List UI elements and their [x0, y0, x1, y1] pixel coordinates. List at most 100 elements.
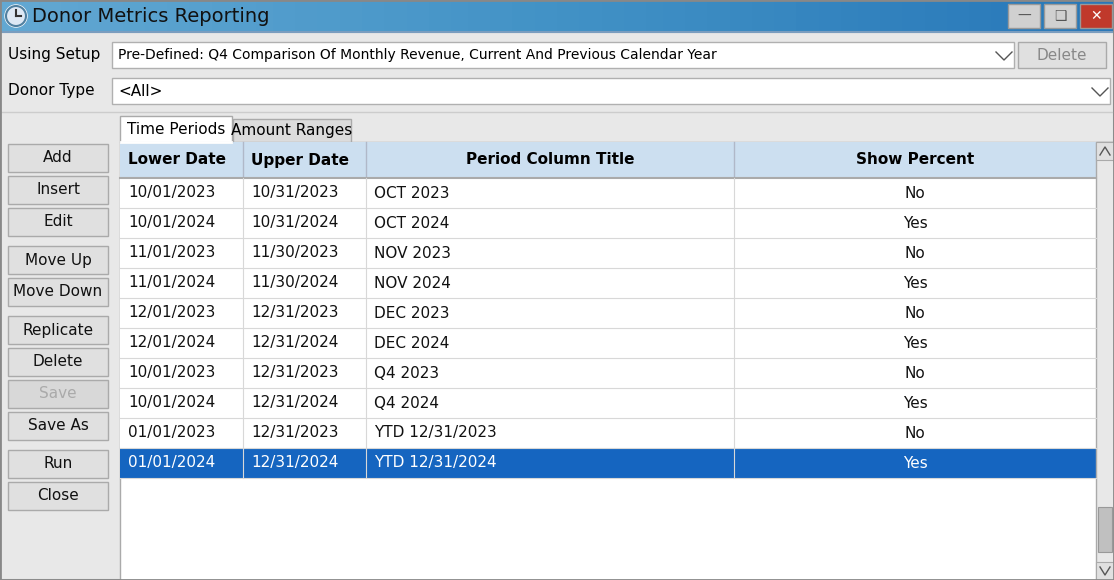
- Bar: [120, 268, 1096, 298]
- Text: Using Setup: Using Setup: [8, 48, 100, 63]
- Text: Donor Type: Donor Type: [8, 84, 95, 99]
- Text: 12/31/2023: 12/31/2023: [251, 365, 339, 380]
- Text: 11/30/2023: 11/30/2023: [251, 245, 339, 260]
- Bar: [120, 142, 1114, 580]
- Text: Delete: Delete: [1037, 48, 1087, 63]
- Bar: [1096, 142, 1114, 160]
- Text: 10/01/2023: 10/01/2023: [128, 365, 215, 380]
- Bar: [8, 246, 108, 274]
- Text: ✕: ✕: [1091, 9, 1102, 23]
- Bar: [113, 42, 1014, 68]
- Text: <All>: <All>: [118, 84, 163, 99]
- Bar: [8, 144, 108, 172]
- Circle shape: [4, 5, 27, 27]
- Text: 12/31/2023: 12/31/2023: [251, 426, 339, 440]
- Text: No: No: [905, 245, 926, 260]
- Text: 01/01/2024: 01/01/2024: [128, 455, 215, 470]
- Text: No: No: [905, 186, 926, 201]
- Bar: [0, 0, 1114, 32]
- Text: No: No: [905, 365, 926, 380]
- Text: 10/01/2023: 10/01/2023: [128, 186, 215, 201]
- Text: Save As: Save As: [28, 419, 88, 433]
- Bar: [120, 448, 1096, 478]
- Bar: [233, 119, 351, 142]
- Bar: [120, 418, 1096, 448]
- Text: 10/31/2023: 10/31/2023: [251, 186, 339, 201]
- Text: Edit: Edit: [43, 215, 72, 230]
- Text: Q4 2023: Q4 2023: [374, 365, 439, 380]
- Text: Move Down: Move Down: [13, 285, 102, 299]
- Text: Q4 2024: Q4 2024: [374, 396, 439, 411]
- Bar: [1008, 4, 1040, 28]
- Text: Amount Ranges: Amount Ranges: [232, 123, 353, 138]
- Text: 12/01/2024: 12/01/2024: [128, 335, 215, 350]
- Text: 11/30/2024: 11/30/2024: [251, 276, 339, 291]
- Text: Run: Run: [43, 456, 72, 472]
- Text: 12/31/2024: 12/31/2024: [251, 455, 339, 470]
- Bar: [120, 358, 1096, 388]
- Bar: [1096, 142, 1114, 580]
- Bar: [120, 298, 1096, 328]
- Text: No: No: [905, 426, 926, 440]
- Bar: [120, 178, 1096, 208]
- Text: NOV 2024: NOV 2024: [374, 276, 451, 291]
- Bar: [120, 142, 1096, 178]
- Text: Period Column Title: Period Column Title: [466, 153, 634, 168]
- Text: 10/01/2024: 10/01/2024: [128, 396, 215, 411]
- Bar: [113, 78, 1110, 104]
- Bar: [1079, 4, 1112, 28]
- Bar: [1018, 42, 1106, 68]
- Text: 11/01/2023: 11/01/2023: [128, 245, 215, 260]
- Text: Show Percent: Show Percent: [856, 153, 974, 168]
- Text: Replicate: Replicate: [22, 322, 94, 338]
- Text: OCT 2023: OCT 2023: [374, 186, 450, 201]
- Text: 12/31/2024: 12/31/2024: [251, 335, 339, 350]
- Bar: [120, 116, 232, 142]
- Bar: [120, 238, 1096, 268]
- Text: 12/01/2023: 12/01/2023: [128, 306, 215, 321]
- Bar: [120, 328, 1096, 358]
- Text: 10/01/2024: 10/01/2024: [128, 216, 215, 230]
- Bar: [1044, 4, 1076, 28]
- Bar: [8, 176, 108, 204]
- Bar: [120, 208, 1096, 238]
- Text: Add: Add: [43, 150, 72, 165]
- Text: Insert: Insert: [36, 183, 80, 198]
- Text: OCT 2024: OCT 2024: [374, 216, 449, 230]
- Text: Yes: Yes: [902, 396, 927, 411]
- Text: Donor Metrics Reporting: Donor Metrics Reporting: [32, 6, 270, 26]
- Text: 01/01/2023: 01/01/2023: [128, 426, 215, 440]
- Text: Yes: Yes: [902, 216, 927, 230]
- Text: Yes: Yes: [902, 335, 927, 350]
- Text: 12/31/2023: 12/31/2023: [251, 306, 339, 321]
- Text: Yes: Yes: [902, 455, 927, 470]
- Text: DEC 2024: DEC 2024: [374, 335, 449, 350]
- Text: Delete: Delete: [32, 354, 84, 369]
- Bar: [1098, 507, 1112, 552]
- Text: Pre-Defined: Q4 Comparison Of Monthly Revenue, Current And Previous Calendar Yea: Pre-Defined: Q4 Comparison Of Monthly Re…: [118, 48, 716, 62]
- Bar: [8, 316, 108, 344]
- Text: —: —: [1017, 9, 1030, 23]
- Text: 10/31/2024: 10/31/2024: [251, 216, 339, 230]
- Text: YTD 12/31/2023: YTD 12/31/2023: [374, 426, 497, 440]
- Text: Close: Close: [37, 488, 79, 503]
- Text: ❑: ❑: [1054, 9, 1066, 23]
- Text: DEC 2023: DEC 2023: [374, 306, 450, 321]
- Text: YTD 12/31/2024: YTD 12/31/2024: [374, 455, 497, 470]
- Text: Lower Date: Lower Date: [128, 153, 226, 168]
- Text: Yes: Yes: [902, 276, 927, 291]
- Text: NOV 2023: NOV 2023: [374, 245, 451, 260]
- Bar: [8, 208, 108, 236]
- Bar: [8, 278, 108, 306]
- Text: No: No: [905, 306, 926, 321]
- Bar: [8, 482, 108, 510]
- Text: Move Up: Move Up: [25, 252, 91, 267]
- Text: Upper Date: Upper Date: [251, 153, 349, 168]
- Text: 11/01/2024: 11/01/2024: [128, 276, 215, 291]
- Text: Save: Save: [39, 386, 77, 401]
- Bar: [8, 450, 108, 478]
- Text: 12/31/2024: 12/31/2024: [251, 396, 339, 411]
- Bar: [120, 388, 1096, 418]
- Circle shape: [7, 6, 26, 26]
- Bar: [8, 412, 108, 440]
